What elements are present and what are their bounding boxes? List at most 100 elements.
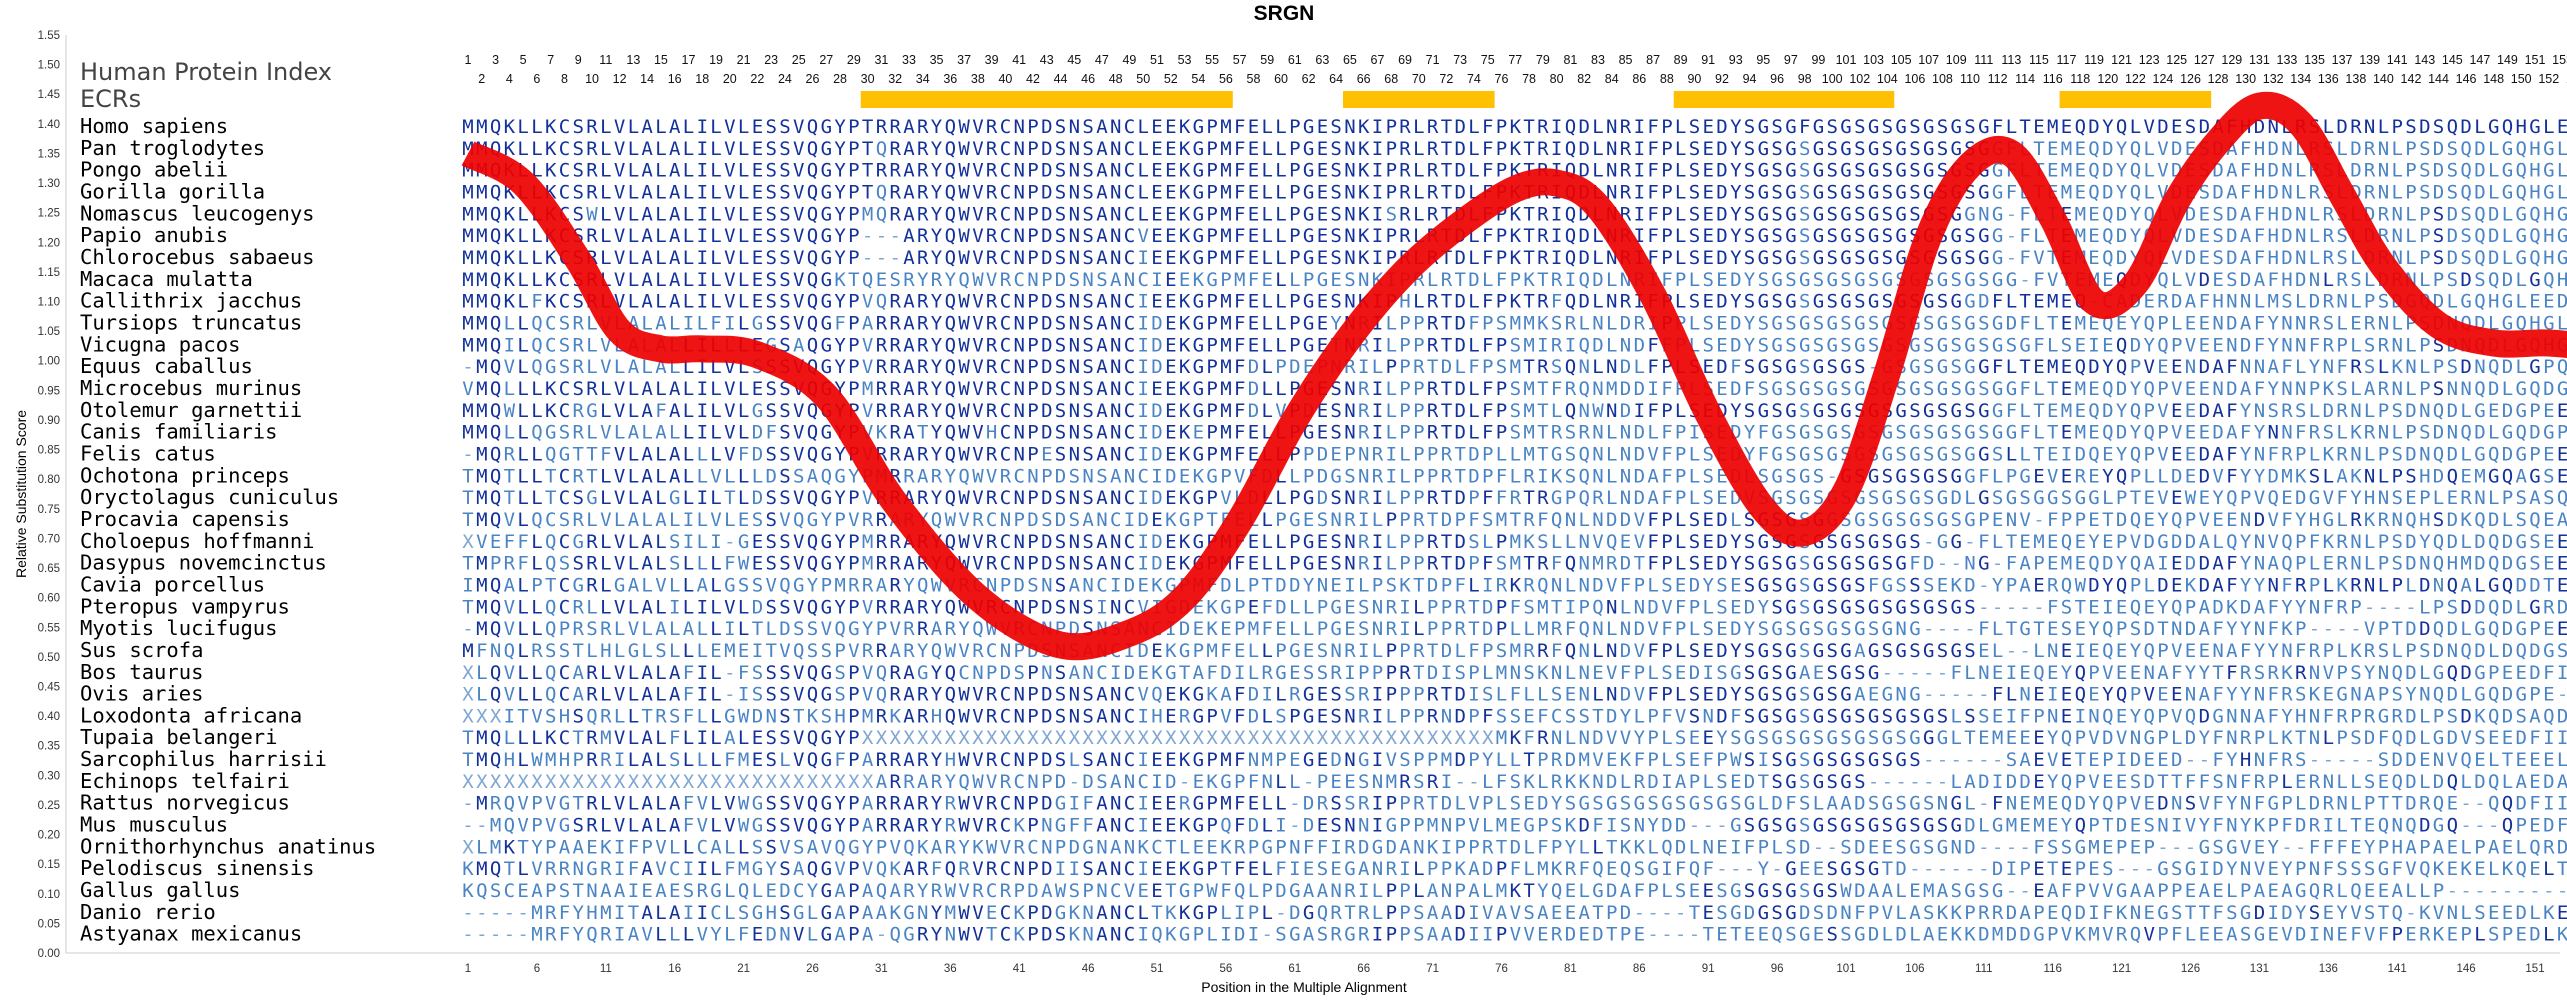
species-name: Ochotona princeps <box>80 463 290 487</box>
x-tick-label: 76 <box>1495 963 1508 975</box>
position-label-even: 132 <box>2263 72 2284 86</box>
position-label-even: 76 <box>1495 72 1509 86</box>
position-label-odd: 57 <box>1233 53 1247 67</box>
score-line-path <box>461 91 2567 661</box>
y-tick-label: 1.45 <box>38 89 60 101</box>
y-tick-label: 0.30 <box>38 770 60 782</box>
y-tick-label: 1.00 <box>38 356 60 368</box>
position-label-even: 14 <box>640 72 654 86</box>
species-name: Sarcophilus harrisii <box>80 747 327 771</box>
position-label-even: 4 <box>506 72 513 86</box>
position-label-even: 86 <box>1632 72 1646 86</box>
position-label-even: 12 <box>613 72 627 86</box>
position-label-even: 72 <box>1439 72 1453 86</box>
species-name: Ovis aries <box>80 682 203 706</box>
position-label-even: 74 <box>1467 72 1481 86</box>
species-name: Dasypus novemcinctus <box>80 551 327 575</box>
y-tick-label: 0.10 <box>38 889 60 901</box>
position-label-odd: 47 <box>1095 53 1109 67</box>
ecr-block <box>1673 91 1895 108</box>
position-label-even: 24 <box>778 72 792 86</box>
position-label-even: 146 <box>2456 72 2477 86</box>
position-label-odd: 71 <box>1426 53 1440 67</box>
position-label-even: 22 <box>750 72 764 86</box>
position-label-even: 90 <box>1687 72 1701 86</box>
species-name: Tursiops truncatus <box>80 310 302 334</box>
species-name: Nomascus leucogenys <box>80 201 315 225</box>
position-label-even: 60 <box>1274 72 1288 86</box>
position-label-odd: 145 <box>2442 53 2463 67</box>
ecr-block <box>860 91 1233 108</box>
position-label-even: 70 <box>1412 72 1426 86</box>
position-label-odd: 13 <box>626 53 640 67</box>
position-label-even: 140 <box>2373 72 2394 86</box>
y-tick-label: 0.90 <box>38 415 60 427</box>
position-label-even: 92 <box>1715 72 1729 86</box>
x-ticks: 1 6 11 16 21 26 31 36 41 46 51 56 61 66 71 76 81 86 91 96 10… <box>465 963 2545 975</box>
position-label-even: 102 <box>1849 72 1870 86</box>
x-tick-label: 106 <box>1905 963 1924 975</box>
position-label-odd: 139 <box>2359 53 2380 67</box>
x-tick-label: 1 <box>465 963 471 975</box>
position-label-odd: 29 <box>847 53 861 67</box>
ecr-block <box>2059 91 2212 108</box>
position-label-even: 42 <box>1026 72 1040 86</box>
position-label-even: 136 <box>2318 72 2339 86</box>
position-label-odd: 35 <box>930 53 944 67</box>
species-name: Gallus gallus <box>80 878 240 902</box>
y-tick-label: 0.70 <box>38 533 60 545</box>
position-label-even: 48 <box>1109 72 1123 86</box>
position-label-even: 152 <box>2538 72 2559 86</box>
x-tick-label: 71 <box>1426 963 1439 975</box>
position-label-even: 112 <box>1988 72 2008 86</box>
position-label-odd: 87 <box>1646 53 1660 67</box>
position-label-even: 46 <box>1081 72 1095 86</box>
y-tick-label: 1.30 <box>38 178 60 190</box>
position-label-even: 40 <box>998 72 1012 86</box>
position-label-odd: 121 <box>2111 53 2132 67</box>
x-tick-label: 66 <box>1357 963 1370 975</box>
x-tick-label: 11 <box>600 963 612 975</box>
species-name: Sus scrofa <box>80 638 203 662</box>
y-tick-label: 0.35 <box>38 741 60 753</box>
x-tick-label: 31 <box>875 963 888 975</box>
position-label-odd: 83 <box>1591 53 1605 67</box>
x-tick-label: 121 <box>2112 963 2131 975</box>
x-tick-label: 81 <box>1564 963 1577 975</box>
position-label-odd: 37 <box>957 53 971 67</box>
species-name: Felis catus <box>80 441 216 465</box>
x-tick-label: 111 <box>1975 963 1992 975</box>
x-tick-label: 36 <box>944 963 957 975</box>
x-tick-label: 131 <box>2250 963 2269 975</box>
position-label-even: 54 <box>1191 72 1205 86</box>
species-name: Pelodiscus sinensis <box>80 856 315 880</box>
position-label-odd: 11 <box>599 53 612 67</box>
position-label-odd: 21 <box>737 53 751 67</box>
y-tick-label: 0.15 <box>38 859 60 871</box>
species-name: Equus caballus <box>80 354 253 378</box>
position-label-odd: 149 <box>2497 53 2518 67</box>
position-label-even: 30 <box>861 72 875 86</box>
species-name: Cavia porcellus <box>80 572 265 596</box>
position-label-even: 126 <box>2180 72 2201 86</box>
position-label-odd: 61 <box>1288 53 1302 67</box>
position-label-odd: 19 <box>709 53 723 67</box>
position-label-even: 138 <box>2345 72 2366 86</box>
species-name: Oryctolagus cuniculus <box>80 485 339 509</box>
position-label-even: 144 <box>2428 72 2449 86</box>
position-label-even: 52 <box>1164 72 1178 86</box>
x-tick-label: 46 <box>1082 963 1095 975</box>
position-label-even: 110 <box>1960 72 1980 86</box>
species-name: Procavia capensis <box>80 507 290 531</box>
position-label-odd: 147 <box>2469 53 2490 67</box>
position-label-even: 104 <box>1877 72 1898 86</box>
species-name: Loxodonta africana <box>80 703 302 727</box>
position-label-odd: 33 <box>902 53 916 67</box>
position-label-even: 106 <box>1904 72 1925 86</box>
